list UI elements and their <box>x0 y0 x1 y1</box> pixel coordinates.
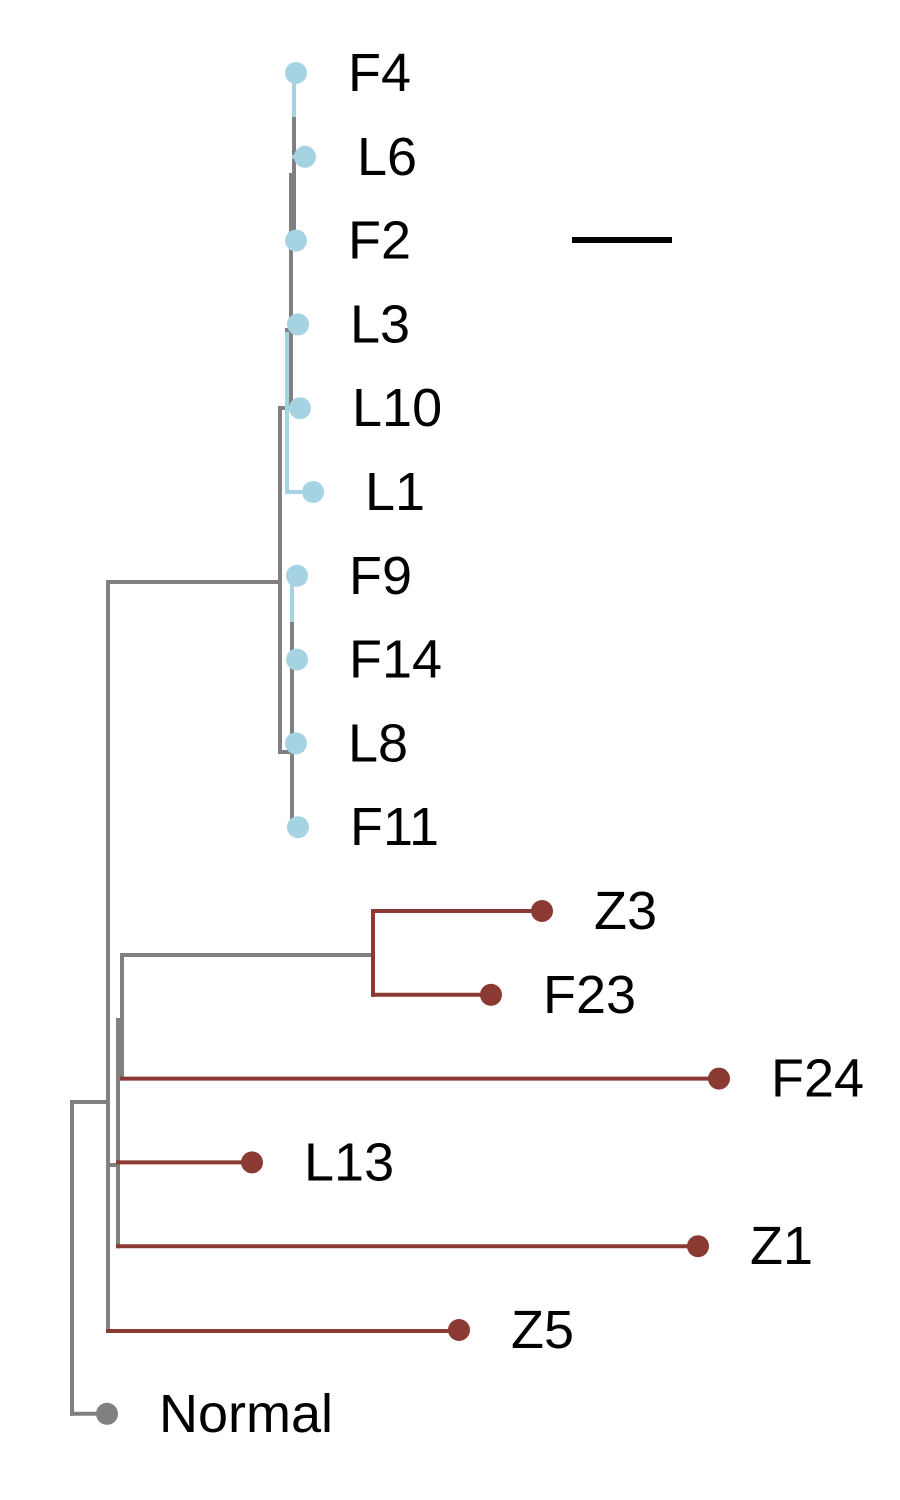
tip-point-z5 <box>448 1319 470 1341</box>
tip-point-l6 <box>294 145 316 168</box>
tip-point-z1 <box>687 1235 709 1258</box>
tip-point-f11 <box>287 816 309 839</box>
tip-label-l13: L13 <box>304 1132 394 1192</box>
tip-label-normal: Normal <box>159 1384 333 1444</box>
tip-point-f23 <box>480 983 502 1006</box>
tip-point-l10 <box>289 397 311 420</box>
tip-label-f4: F4 <box>348 43 411 103</box>
tip-label-f11: F11 <box>350 797 439 857</box>
tip-label-l1: L1 <box>365 462 425 522</box>
tip-label-l3: L3 <box>350 294 410 354</box>
tip-point-f14 <box>286 648 308 671</box>
tip-label-z1: Z1 <box>750 1216 813 1276</box>
tip-label-f23: F23 <box>543 965 636 1025</box>
tip-point-l8 <box>285 732 307 755</box>
tip-label-f9: F9 <box>349 546 412 606</box>
tip-label-f14: F14 <box>349 630 442 690</box>
tip-label-l6: L6 <box>357 127 417 187</box>
tip-point-f9 <box>286 564 308 587</box>
tip-label-l10: L10 <box>352 378 442 438</box>
tip-label-z3: Z3 <box>594 881 657 941</box>
tip-point-f2 <box>285 229 307 252</box>
tip-point-l1 <box>302 481 324 503</box>
tip-label-z5: Z5 <box>511 1300 574 1360</box>
tip-point-l3 <box>287 313 309 336</box>
tip-point-z3 <box>531 900 553 922</box>
tip-point-l13 <box>241 1151 263 1174</box>
tip-label-l8: L8 <box>348 713 408 773</box>
tip-point-f24 <box>708 1067 730 1090</box>
tip-point-normal <box>96 1402 118 1425</box>
tip-label-f24: F24 <box>771 1049 864 1109</box>
tree-tips: F4 L6 F2 L3 L10 L1 F9 F14 L8 F11 Z3 F23 F24 L13 Z1 Z5 No… <box>96 43 864 1444</box>
tip-label-f2: F2 <box>348 211 411 271</box>
tip-point-f4 <box>285 62 307 84</box>
